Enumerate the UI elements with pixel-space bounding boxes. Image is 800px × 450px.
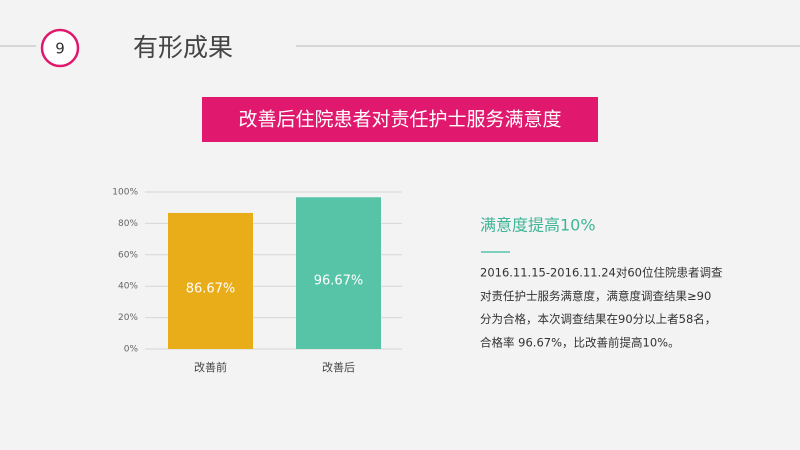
value-label: 96.67% (314, 274, 364, 289)
slide-title: 有形成果 (133, 33, 233, 62)
number-badge (40, 28, 80, 68)
note-line: 对责任护士服务满意度，满意度调查结果≥90 (480, 289, 711, 303)
note: 2016.11.15-2016.11.24对60位住院患者调查对责任护士服务满意… (480, 266, 723, 350)
y-tick-label: 0% (124, 345, 139, 355)
banner-text: 改善后住院患者对责任护士服务满意度 (238, 109, 561, 131)
value-label: 86.67% (186, 281, 236, 296)
note-line: 合格率 96.67%，比改善前提高10%。 (480, 335, 680, 349)
x-tick-label: 改善后 (322, 360, 355, 374)
x-tick-label: 改善前 (194, 360, 227, 374)
y-tick-label: 40% (118, 282, 138, 292)
y-tick-label: 60% (118, 250, 138, 260)
bar (296, 197, 381, 349)
note-line: 2016.11.15-2016.11.24对60位住院患者调查 (480, 266, 723, 280)
slide-number: 9 (55, 40, 65, 58)
bar (168, 212, 253, 349)
y-tick-label: 80% (118, 219, 138, 229)
chart: 0% 20% 40% 60% 80% 100% 改善前 86.67% 改善后 96.67% (112, 188, 402, 374)
y-tick-label: 100% (112, 188, 138, 198)
y-tick-label: 20% (118, 313, 138, 323)
note-title: 满意度提高10% (480, 216, 596, 235)
banner (202, 97, 598, 142)
note-line: 分为合格，本次调查结果在90分以上者58名， (480, 312, 716, 326)
